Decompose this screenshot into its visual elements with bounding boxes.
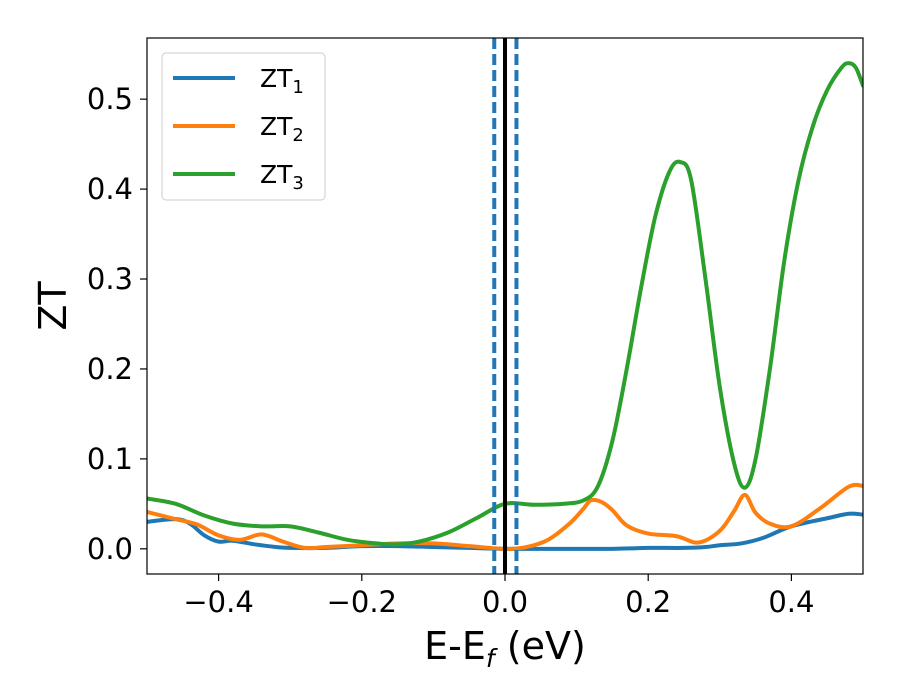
y-tick-label: 0.4 [87, 172, 133, 206]
x-tick-label: −0.4 [183, 585, 253, 619]
series-layer [147, 61, 863, 551]
series-line-zt2 [147, 482, 863, 551]
x-axis-title-suffix: (eV) [495, 624, 586, 668]
y-tick-label: 0.0 [87, 532, 133, 566]
y-axis: 0.0 0.1 0.2 0.3 0.4 0.5 [87, 82, 147, 566]
reference-lines-top [492, 38, 519, 574]
y-tick-label: 0.5 [87, 82, 133, 116]
series-line-zt3 [147, 61, 863, 547]
x-axis-title: E-Ef (eV) [424, 624, 586, 673]
legend-label: ZT1 [260, 64, 304, 98]
x-tick-label: 0.2 [625, 585, 671, 619]
x-tick-label: 0.0 [482, 585, 528, 619]
x-axis-title-base: E-E [424, 624, 486, 668]
y-tick-label: 0.3 [87, 262, 133, 296]
y-axis-title: ZT [31, 281, 75, 331]
x-tick-label: −0.2 [327, 585, 397, 619]
legend: ZT1 ZT2 ZT3 [161, 52, 326, 201]
y-tick-label: 0.2 [87, 352, 133, 386]
y-tick-label: 0.1 [87, 442, 133, 476]
legend-label: ZT2 [260, 112, 304, 146]
legend-label: ZT3 [260, 160, 304, 194]
x-tick-label: 0.4 [768, 585, 814, 619]
x-axis: −0.4 −0.2 0.0 0.2 0.4 [183, 574, 814, 619]
legend-box [161, 52, 326, 201]
